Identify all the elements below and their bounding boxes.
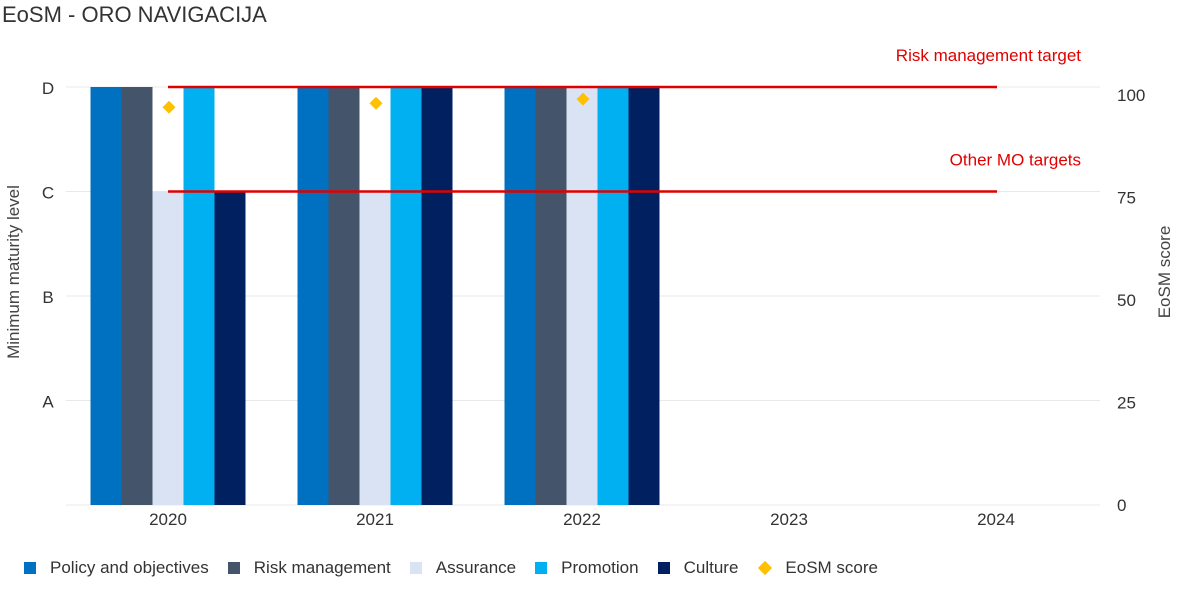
- bar-culture: [421, 87, 453, 505]
- x-tick-label: 2020: [149, 510, 187, 529]
- y-left-tick-label: D: [42, 79, 54, 98]
- eosm-score-marker: [369, 96, 383, 110]
- y-right-tick-label: 100: [1117, 86, 1145, 105]
- legend-item: Policy and objectives: [24, 558, 209, 578]
- y-right-tick-label: 0: [1117, 496, 1126, 515]
- y-right-tick-label: 75: [1117, 189, 1136, 208]
- legend-swatch: [657, 562, 670, 574]
- bar-policy-and-objectives: [297, 87, 329, 505]
- chart-title: EoSM - ORO NAVIGACIJA: [2, 2, 267, 27]
- y-right-axis-title: EoSM score: [1155, 226, 1174, 319]
- y-left-tick-label: B: [42, 288, 53, 307]
- bars-layer: [90, 87, 660, 505]
- chart-canvas: Risk management target Other MO targets A…: [4, 46, 1174, 529]
- legend-item: Assurance: [409, 558, 517, 578]
- x-tick-label: 2024: [977, 510, 1015, 529]
- axis-layer: A B C D 0 25 50 75 100 Minimum maturity level EoSM…: [4, 79, 1174, 529]
- y-right-tick-label: 50: [1117, 291, 1136, 310]
- target-line-label: Other MO targets: [950, 151, 1081, 170]
- legend-swatch: [227, 562, 240, 574]
- targets-layer: Risk management target Other MO targets: [168, 46, 1081, 193]
- legend-swatch: [535, 562, 548, 574]
- legend-item: EoSM score: [757, 558, 878, 578]
- legend-item: Culture: [657, 558, 739, 578]
- bar-assurance: [566, 87, 598, 505]
- bar-risk-management: [328, 87, 360, 505]
- bar-assurance: [359, 191, 391, 505]
- y-left-axis-title: Minimum maturity level: [4, 185, 23, 359]
- y-left-tick-label: C: [42, 184, 54, 203]
- bar-policy-and-objectives: [504, 87, 536, 505]
- y-left-tick-label: A: [42, 393, 54, 412]
- x-tick-label: 2021: [356, 510, 394, 529]
- legend-swatch: [409, 562, 422, 574]
- legend-item: Promotion: [535, 558, 639, 578]
- y-right-tick-label: 25: [1117, 394, 1136, 413]
- bar-promotion: [597, 87, 629, 505]
- bar-culture: [628, 87, 660, 505]
- bar-risk-management: [121, 87, 153, 505]
- legend: Policy and objectives Risk management Assu…: [24, 558, 897, 578]
- legend-label: Culture: [683, 558, 739, 577]
- legend-label: Assurance: [435, 558, 517, 577]
- x-tick-label: 2023: [770, 510, 808, 529]
- legend-item: Risk management: [227, 558, 391, 578]
- markers-layer: [162, 92, 590, 114]
- legend-label: Risk management: [253, 558, 391, 577]
- eosm-score-marker: [162, 100, 176, 114]
- legend-label: Promotion: [561, 558, 639, 577]
- legend-label: Policy and objectives: [50, 558, 209, 577]
- bar-policy-and-objectives: [90, 87, 122, 505]
- bar-assurance: [152, 191, 184, 505]
- bar-culture: [214, 191, 246, 505]
- legend-swatch: [758, 560, 773, 576]
- bar-risk-management: [535, 87, 567, 505]
- eosm-score-marker: [576, 92, 590, 106]
- legend-label: EoSM score: [785, 558, 878, 577]
- bar-promotion: [390, 87, 422, 505]
- legend-swatch: [24, 562, 36, 574]
- x-tick-label: 2022: [563, 510, 601, 529]
- bar-promotion: [183, 87, 215, 505]
- target-line-label: Risk management target: [896, 46, 1081, 65]
